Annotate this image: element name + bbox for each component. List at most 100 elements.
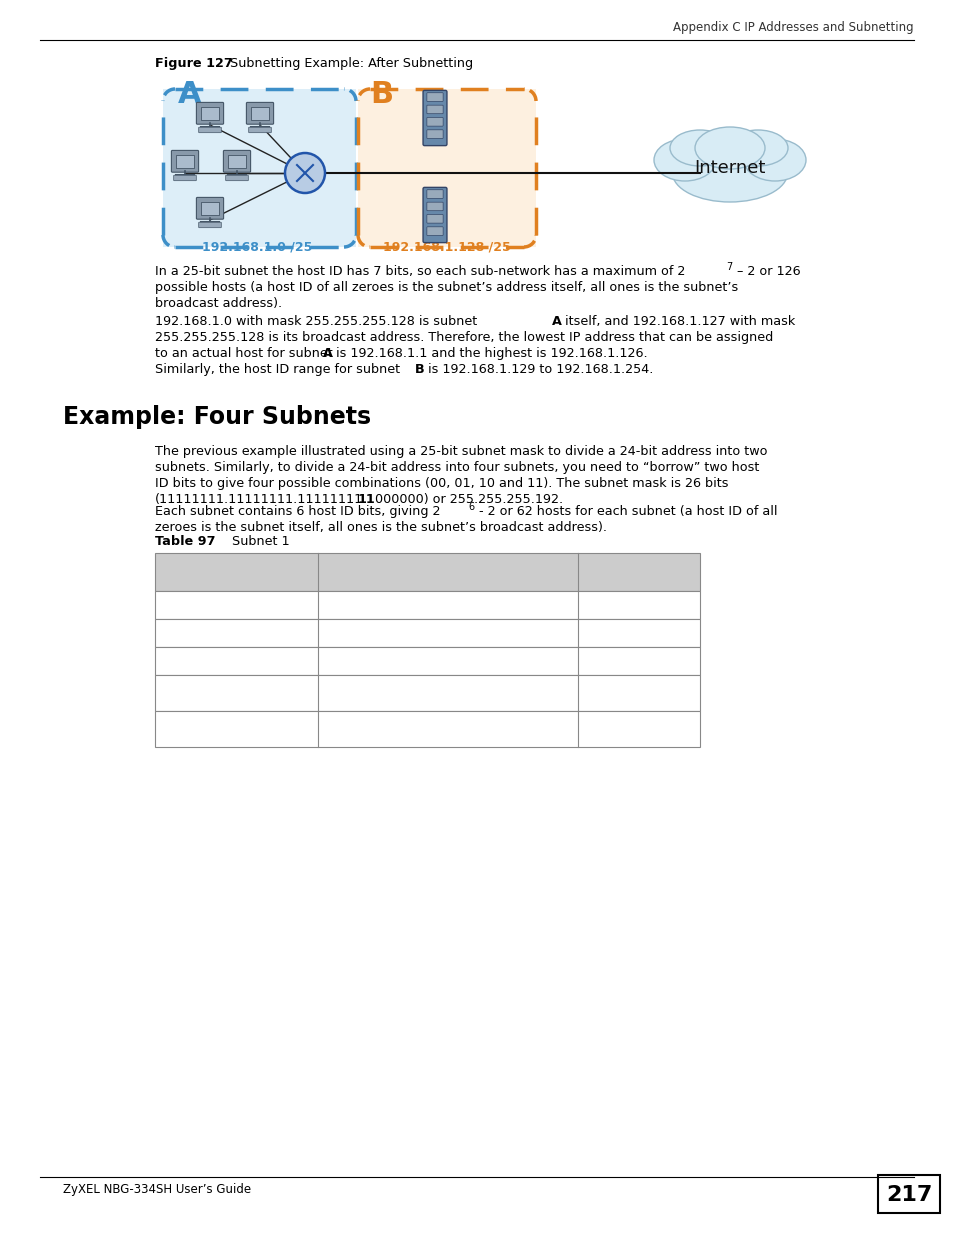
Text: IP Address (Binary): IP Address (Binary) xyxy=(161,629,274,641)
Text: is 192.168.1.129 to 192.168.1.254.: is 192.168.1.129 to 192.168.1.254. xyxy=(423,363,653,375)
FancyBboxPatch shape xyxy=(426,93,442,101)
Text: LAST OCTET BIT: LAST OCTET BIT xyxy=(583,561,694,574)
Text: 192.168.1.0 /25: 192.168.1.0 /25 xyxy=(202,241,312,254)
Bar xyxy=(154,619,700,647)
Ellipse shape xyxy=(727,130,787,165)
Text: 192.168.1.128 /25: 192.168.1.128 /25 xyxy=(383,241,511,254)
Text: Subnetting Example: After Subnetting: Subnetting Example: After Subnetting xyxy=(218,57,473,70)
Text: 6: 6 xyxy=(468,501,474,513)
Text: 11111111.11111111.11111111.: 11111111.11111111.11111111. xyxy=(324,656,515,669)
Text: Appendix C IP Addresses and Subnetting: Appendix C IP Addresses and Subnetting xyxy=(673,21,913,35)
Text: B: B xyxy=(415,363,424,375)
Text: B: B xyxy=(370,80,393,109)
Text: Subnet Address:: Subnet Address: xyxy=(161,683,257,697)
Bar xyxy=(175,156,193,168)
FancyBboxPatch shape xyxy=(198,127,221,132)
Bar xyxy=(228,156,246,168)
FancyBboxPatch shape xyxy=(426,190,442,199)
Text: Example: Four Subnets: Example: Four Subnets xyxy=(63,405,371,429)
Text: 0: 0 xyxy=(583,600,591,613)
Text: 7: 7 xyxy=(725,262,732,272)
Text: Internet: Internet xyxy=(694,159,765,177)
Text: 192.168.1.0 with mask 255.255.255.128 is subnet: 192.168.1.0 with mask 255.255.255.128 is… xyxy=(154,315,480,329)
FancyBboxPatch shape xyxy=(198,222,221,227)
FancyBboxPatch shape xyxy=(426,203,442,211)
Text: 11: 11 xyxy=(583,656,599,669)
Text: 192.168.1.0: 192.168.1.0 xyxy=(161,697,232,709)
Text: Each subnet contains 6 host ID bits, giving 2: Each subnet contains 6 host ID bits, giv… xyxy=(154,505,440,517)
Text: In a 25-bit subnet the host ID has 7 bits, so each sub-network has a maximum of : In a 25-bit subnet the host ID has 7 bit… xyxy=(154,266,684,278)
Ellipse shape xyxy=(743,140,805,182)
FancyBboxPatch shape xyxy=(422,90,447,146)
Text: A: A xyxy=(178,80,201,109)
Ellipse shape xyxy=(669,130,729,165)
Bar xyxy=(201,203,219,215)
Circle shape xyxy=(285,153,325,193)
FancyBboxPatch shape xyxy=(426,130,442,138)
Text: ZyXEL NBG-334SH User’s Guide: ZyXEL NBG-334SH User’s Guide xyxy=(63,1183,251,1195)
Text: Table 97: Table 97 xyxy=(154,535,215,548)
Text: (11111111.11111111.11111111.: (11111111.11111111.11111111. xyxy=(154,493,367,506)
Text: 217: 217 xyxy=(885,1186,931,1205)
Bar xyxy=(357,89,536,247)
FancyBboxPatch shape xyxy=(249,127,271,132)
Bar xyxy=(163,89,355,247)
Text: 192.168.1.63: 192.168.1.63 xyxy=(161,732,239,745)
FancyBboxPatch shape xyxy=(426,105,442,114)
Bar xyxy=(154,711,700,747)
FancyBboxPatch shape xyxy=(426,227,442,236)
Text: Subnet 1: Subnet 1 xyxy=(220,535,290,548)
FancyBboxPatch shape xyxy=(173,175,196,180)
Text: 11: 11 xyxy=(357,493,375,506)
Bar xyxy=(154,553,700,592)
FancyBboxPatch shape xyxy=(196,103,223,125)
Text: 11000000.10101000.00000001.: 11000000.10101000.00000001. xyxy=(324,629,513,641)
Text: is 192.168.1.1 and the highest is 192.168.1.126.: is 192.168.1.1 and the highest is 192.16… xyxy=(332,347,647,359)
FancyBboxPatch shape xyxy=(226,175,248,180)
Text: IP/SUBNET MASK: IP/SUBNET MASK xyxy=(161,561,278,574)
Text: NETWORK NUMBER: NETWORK NUMBER xyxy=(324,561,457,574)
Bar xyxy=(154,676,700,711)
Text: – 2 or 126: – 2 or 126 xyxy=(732,266,800,278)
Bar xyxy=(154,647,700,676)
Text: broadcast address).: broadcast address). xyxy=(154,296,282,310)
FancyBboxPatch shape xyxy=(426,215,442,224)
Text: The previous example illustrated using a 25-bit subnet mask to divide a 24-bit a: The previous example illustrated using a… xyxy=(154,445,767,458)
Bar xyxy=(154,592,700,619)
Text: possible hosts (a host ID of all zeroes is the subnet’s address itself, all ones: possible hosts (a host ID of all zeroes … xyxy=(154,282,738,294)
Text: to an actual host for subnet: to an actual host for subnet xyxy=(154,347,336,359)
Text: VALUE: VALUE xyxy=(583,574,627,587)
Text: IP Address (Decimal): IP Address (Decimal) xyxy=(161,600,283,613)
Text: 192.168.1.: 192.168.1. xyxy=(324,600,387,613)
FancyBboxPatch shape xyxy=(172,151,198,172)
Text: Similarly, the host ID range for subnet: Similarly, the host ID range for subnet xyxy=(154,363,404,375)
FancyBboxPatch shape xyxy=(422,188,447,242)
Text: Lowest Host ID: 192.168.1.1: Lowest Host ID: 192.168.1.1 xyxy=(324,688,490,701)
FancyBboxPatch shape xyxy=(246,103,274,125)
Text: 000000: 000000 xyxy=(596,656,639,669)
Text: ID bits to give four possible combinations (00, 01, 10 and 11). The subnet mask : ID bits to give four possible combinatio… xyxy=(154,477,728,490)
Text: 00: 00 xyxy=(583,629,599,641)
Text: Broadcast Address:: Broadcast Address: xyxy=(161,719,274,732)
Bar xyxy=(251,107,269,120)
Text: Highest Host ID: 192.168.1.62: Highest Host ID: 192.168.1.62 xyxy=(324,724,502,737)
Ellipse shape xyxy=(695,127,764,169)
Ellipse shape xyxy=(654,140,716,182)
Text: Figure 127: Figure 127 xyxy=(154,57,233,70)
Text: Subnet Mask (Binary): Subnet Mask (Binary) xyxy=(161,656,288,669)
Text: subnets. Similarly, to divide a 24-bit address into four subnets, you need to “b: subnets. Similarly, to divide a 24-bit a… xyxy=(154,461,759,474)
Text: A: A xyxy=(552,315,561,329)
FancyBboxPatch shape xyxy=(223,151,251,172)
FancyBboxPatch shape xyxy=(196,198,223,219)
Bar xyxy=(201,107,219,120)
Text: - 2 or 62 hosts for each subnet (a host ID of all: - 2 or 62 hosts for each subnet (a host … xyxy=(475,505,777,517)
Text: itself, and 192.168.1.127 with mask: itself, and 192.168.1.127 with mask xyxy=(560,315,795,329)
Ellipse shape xyxy=(672,144,786,203)
FancyBboxPatch shape xyxy=(877,1174,939,1213)
Text: 000000) or 255.255.255.192.: 000000) or 255.255.255.192. xyxy=(375,493,562,506)
FancyBboxPatch shape xyxy=(426,117,442,126)
Text: 255.255.255.128 is its broadcast address. Therefore, the lowest IP address that : 255.255.255.128 is its broadcast address… xyxy=(154,331,773,345)
Text: zeroes is the subnet itself, all ones is the subnet’s broadcast address).: zeroes is the subnet itself, all ones is… xyxy=(154,521,606,534)
Text: 000000: 000000 xyxy=(596,629,639,641)
Text: A: A xyxy=(323,347,333,359)
